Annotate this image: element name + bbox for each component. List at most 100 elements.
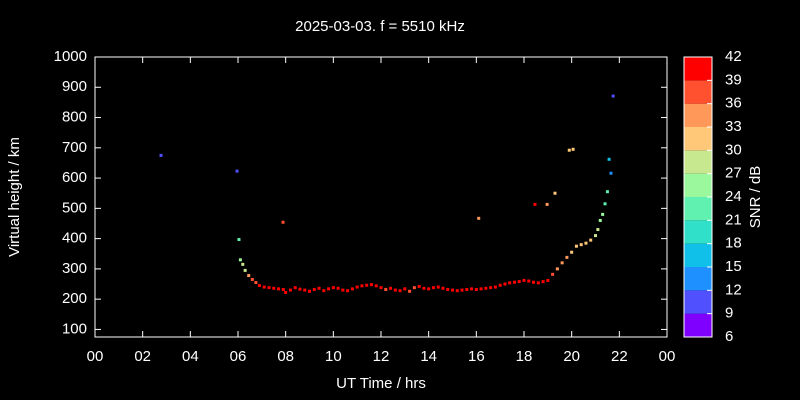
scatter-point: [281, 220, 285, 224]
scatter-point: [403, 287, 407, 291]
scatter-point: [393, 288, 397, 292]
x-tick-label: 12: [373, 348, 390, 365]
scatter-point: [533, 202, 537, 206]
scatter-point: [431, 286, 435, 290]
x-tick-label: 20: [563, 348, 580, 365]
scatter-point: [474, 287, 478, 291]
scatter-point: [277, 287, 281, 291]
scatter-point: [611, 94, 615, 98]
x-tick-label: 08: [277, 348, 294, 365]
scatter-point: [288, 288, 292, 292]
y-tick-label: 600: [62, 169, 87, 186]
scatter-point: [365, 283, 369, 287]
scatter-point: [451, 288, 454, 292]
scatter-point: [596, 228, 600, 232]
scatter-point: [571, 147, 575, 151]
scatter-point: [317, 286, 321, 290]
scatter-point: [460, 288, 464, 292]
scatter-point: [398, 289, 402, 293]
scatter-point: [308, 289, 311, 293]
scatter-point: [555, 267, 559, 271]
x-tick-label: 16: [468, 348, 485, 365]
scatter-point: [493, 285, 497, 289]
scatter-point: [441, 286, 445, 290]
scatter-point: [254, 281, 258, 285]
y-tick-label: 400: [62, 230, 87, 247]
scatter-point: [369, 283, 373, 287]
scatter-point: [346, 289, 350, 293]
y-tick-label: 700: [62, 139, 87, 156]
scatter-point: [455, 289, 459, 293]
y-tick-label: 500: [62, 199, 87, 216]
x-tick-label: 04: [182, 348, 199, 365]
scatter-point: [508, 281, 512, 285]
x-tick-label: 06: [230, 348, 247, 365]
colorbar-band: [684, 57, 712, 81]
colorbar-tick-label: 21: [725, 211, 742, 228]
scatter-point: [553, 191, 557, 195]
scatter-point: [422, 286, 426, 290]
scatter-point: [293, 286, 297, 290]
y-tick-label: 300: [62, 260, 87, 277]
scatter-point: [594, 234, 597, 238]
scatter-point: [601, 212, 605, 216]
y-axis-label: Virtual height / km: [6, 137, 23, 257]
y-tick-label: 900: [62, 78, 87, 95]
scatter-point: [389, 286, 393, 290]
scatter-point: [545, 202, 549, 206]
scatter-point: [541, 280, 545, 284]
scatter-point: [527, 279, 531, 283]
colorbar-band: [684, 220, 712, 244]
x-tick-label: 02: [134, 348, 151, 365]
x-tick-label: 00: [87, 348, 104, 365]
scatter-point: [331, 286, 335, 290]
scatter-point: [446, 287, 450, 291]
scatter-point: [436, 285, 440, 289]
x-tick-label: 10: [325, 348, 342, 365]
scatter-point: [303, 288, 307, 292]
scatter-point: [284, 291, 288, 295]
colorbar-band: [684, 173, 712, 197]
scatter-point: [532, 280, 536, 284]
scatter-point: [512, 280, 516, 284]
scatter-point: [517, 280, 521, 284]
scatter-point: [477, 216, 481, 220]
scatter-point: [262, 285, 266, 289]
scatter-point: [412, 286, 416, 290]
scatter-point: [607, 157, 611, 161]
scatter-point: [374, 284, 378, 288]
scatter-point: [427, 287, 431, 291]
colorbar-tick-label: 36: [725, 95, 742, 112]
colorbar-band: [684, 197, 712, 221]
colorbar-band: [684, 243, 712, 267]
scatter-point: [341, 288, 345, 292]
scatter-point: [243, 268, 247, 272]
scatter-point: [609, 171, 613, 175]
colorbar-tick-label: 42: [725, 48, 742, 65]
scatter-point: [584, 241, 588, 245]
scatter-point: [379, 286, 383, 290]
scatter-point: [536, 281, 540, 285]
scatter-point: [503, 282, 507, 286]
colorbar-band: [684, 80, 712, 104]
scatter-point: [159, 153, 163, 157]
x-tick-label: 00: [659, 348, 676, 365]
scatter-point: [327, 287, 331, 291]
scatter-point: [589, 238, 593, 242]
plot-frame: [94, 56, 668, 338]
x-tick-label: 22: [611, 348, 628, 365]
scatter-point: [312, 287, 316, 291]
scatter-point: [465, 287, 469, 291]
scatter-point: [281, 287, 285, 291]
scatter-point: [560, 261, 564, 265]
colorbar-tick-label: 12: [725, 281, 742, 298]
scatter-point: [546, 278, 550, 282]
y-tick-label: 1000: [54, 48, 87, 65]
scatter-point: [272, 286, 276, 290]
scatter-point: [598, 218, 602, 222]
scatter-point: [241, 262, 245, 266]
scatter-point: [384, 287, 388, 291]
scatter-point: [235, 169, 239, 173]
scatter-point: [470, 287, 474, 291]
scatter-point: [603, 202, 607, 206]
